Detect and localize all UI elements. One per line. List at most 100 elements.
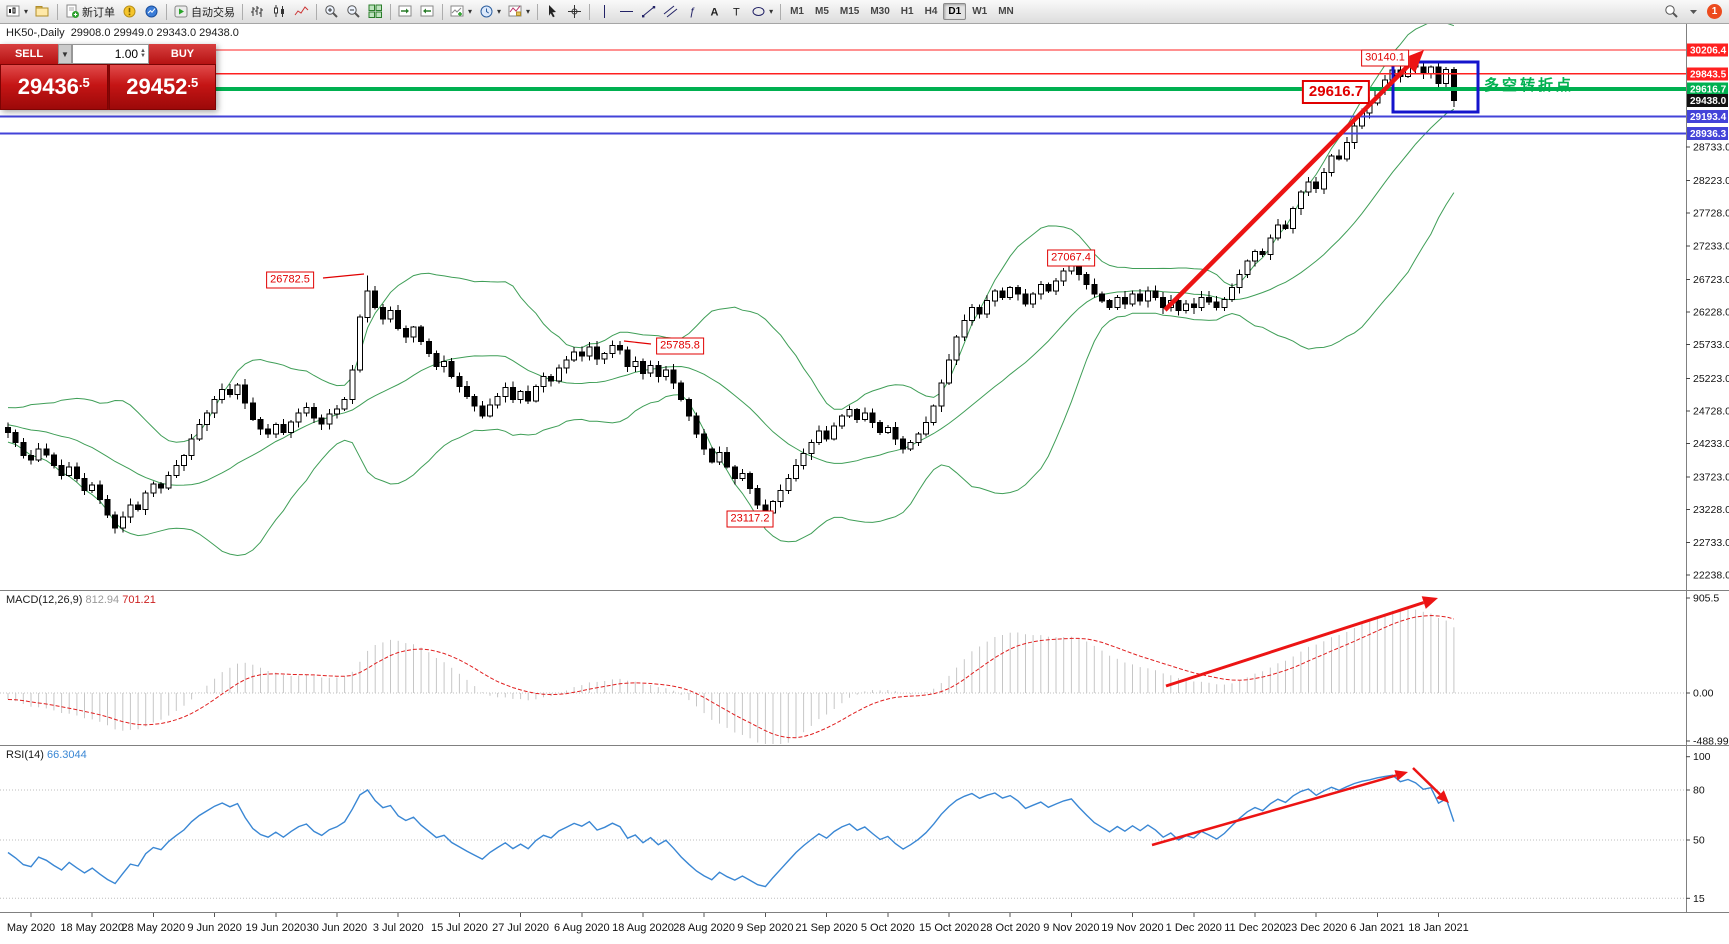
price-callout: 25785.8 <box>656 337 704 355</box>
svg-text:ƒ: ƒ <box>689 6 695 18</box>
toolbar-separator <box>57 3 59 20</box>
chevron-down-icon: ▾ <box>769 7 774 16</box>
panel-separators <box>0 24 1729 913</box>
svg-text:18 May 2020: 18 May 2020 <box>60 922 124 934</box>
indicators-button[interactable]: ▾ <box>447 2 475 22</box>
macd-indicator-label: MACD(12,26,9) 812.94 701.21 <box>6 594 156 606</box>
auto-scroll-icon <box>398 4 413 19</box>
buy-price: 29452 <box>126 74 188 99</box>
horizontal-level-lines <box>0 49 1686 135</box>
svg-text:22238.0: 22238.0 <box>1693 570 1729 582</box>
crosshair-button[interactable] <box>564 2 585 22</box>
svg-text:50: 50 <box>1693 835 1705 847</box>
chart-title: HK50-,Daily 29908.0 29949.0 29343.0 29438… <box>6 27 239 39</box>
periods-button[interactable]: ▾ <box>476 2 504 22</box>
alerts-button[interactable] <box>119 2 140 22</box>
label-button[interactable]: T <box>726 2 747 22</box>
zoom-out-button[interactable] <box>343 2 364 22</box>
templates-icon <box>508 4 523 19</box>
svg-text:6 Aug 2020: 6 Aug 2020 <box>554 922 610 934</box>
timeframe-M5[interactable]: M5 <box>814 6 829 17</box>
svg-text:28 Aug 2020: 28 Aug 2020 <box>673 922 735 934</box>
buy-price-fraction: .5 <box>187 74 199 90</box>
market-watch-button[interactable] <box>141 2 162 22</box>
notification-badge[interactable]: 1 <box>1707 4 1722 19</box>
auto-scroll-button[interactable] <box>395 2 416 22</box>
chevron-down-icon: ▾ <box>497 7 502 16</box>
fibonacci-button[interactable]: ƒ <box>682 2 703 22</box>
candle-chart-icon <box>272 4 287 19</box>
bar-chart-button[interactable] <box>247 2 268 22</box>
svg-text:9 Nov 2020: 9 Nov 2020 <box>1043 922 1099 934</box>
line-chart-button[interactable] <box>291 2 312 22</box>
new-order-button[interactable]: 新订单 <box>62 2 118 22</box>
vline-button[interactable] <box>594 2 615 22</box>
order-type-dropdown[interactable]: ▼ <box>58 44 72 64</box>
timeframe-M30[interactable]: M30 <box>870 6 890 17</box>
search-button[interactable] <box>1661 2 1682 22</box>
profiles-button[interactable] <box>32 2 53 22</box>
sell-button[interactable]: 29436.5 <box>0 64 108 110</box>
new-chart-button[interactable]: ▾ <box>3 2 31 22</box>
timeframe-M1[interactable]: M1 <box>790 6 804 17</box>
zoom-out-icon <box>346 4 361 19</box>
buy-button[interactable]: 29452.5 <box>108 64 216 110</box>
volume-input[interactable]: 1.00 ▲ ▼ <box>72 44 149 64</box>
macd-main-value: 812.94 <box>85 594 120 606</box>
timeframe-W1[interactable]: W1 <box>972 6 988 17</box>
templates-button[interactable]: ▾ <box>505 2 533 22</box>
chevron-down-icon <box>1688 4 1699 19</box>
crosshair-icon <box>567 4 582 19</box>
text-button[interactable]: A <box>704 2 725 22</box>
channel-button[interactable] <box>660 2 681 22</box>
trendline-button[interactable] <box>638 2 659 22</box>
price-callout: 26782.5 <box>266 271 314 289</box>
line-chart-icon <box>294 4 309 19</box>
svg-text:30 Jun 2020: 30 Jun 2020 <box>307 922 368 934</box>
bollinger-bands <box>7 21 1455 557</box>
volume-stepper[interactable]: ▲ ▼ <box>140 48 146 59</box>
svg-text:24728.0: 24728.0 <box>1693 405 1729 417</box>
macd-signal-value: 701.21 <box>122 594 156 606</box>
timeframe-M15[interactable]: M15 <box>839 6 860 17</box>
rsi-name: RSI(14) <box>6 749 44 761</box>
candle-chart-button[interactable] <box>269 2 290 22</box>
svg-text:15 Jul 2020: 15 Jul 2020 <box>431 922 488 934</box>
timeframe-H4[interactable]: H4 <box>924 6 938 17</box>
timeframe-H1[interactable]: H1 <box>900 6 914 17</box>
svg-text:25733.0: 25733.0 <box>1693 339 1729 351</box>
auto-trading-button[interactable]: 自动交易 <box>171 2 238 22</box>
timeframe-D1[interactable]: D1 <box>943 3 967 20</box>
zoom-in-button[interactable] <box>321 2 342 22</box>
svg-text:28936.3: 28936.3 <box>1690 129 1727 140</box>
toolbar-button-label: 自动交易 <box>191 6 236 19</box>
search-icon <box>1664 4 1679 19</box>
timeframe-MN[interactable]: MN <box>998 6 1014 17</box>
toolbar-button-label: 新订单 <box>82 6 116 19</box>
macd-panel: 905.5 0.00 -488.99 <box>0 593 1729 748</box>
market-watch-icon <box>144 4 159 19</box>
chart-shift-button[interactable] <box>417 2 438 22</box>
sell-label: SELL <box>0 44 58 64</box>
svg-text:23228.0: 23228.0 <box>1693 504 1729 516</box>
svg-text:-488.99: -488.99 <box>1693 736 1729 748</box>
svg-text:27233.0: 27233.0 <box>1693 240 1729 252</box>
bar-chart-icon <box>250 4 265 19</box>
svg-text:19 Nov 2020: 19 Nov 2020 <box>1101 922 1163 934</box>
toolbar-separator <box>537 3 539 20</box>
shapes-button[interactable]: ▾ <box>748 2 776 22</box>
svg-text:A: A <box>711 7 719 19</box>
svg-text:15: 15 <box>1693 893 1705 905</box>
tile-windows-button[interactable] <box>365 2 386 22</box>
svg-text:May 2020: May 2020 <box>7 922 55 934</box>
cursor-button[interactable] <box>542 2 563 22</box>
svg-text:5 Oct 2020: 5 Oct 2020 <box>861 922 915 934</box>
tile-windows-icon <box>368 4 383 19</box>
svg-text:905.5: 905.5 <box>1693 593 1719 605</box>
svg-text:24233.0: 24233.0 <box>1693 438 1729 450</box>
chevron-down-button[interactable] <box>1683 2 1704 22</box>
hline-button[interactable] <box>616 2 637 22</box>
chart-ohlc-values: 29908.0 29949.0 29343.0 29438.0 <box>70 27 239 39</box>
